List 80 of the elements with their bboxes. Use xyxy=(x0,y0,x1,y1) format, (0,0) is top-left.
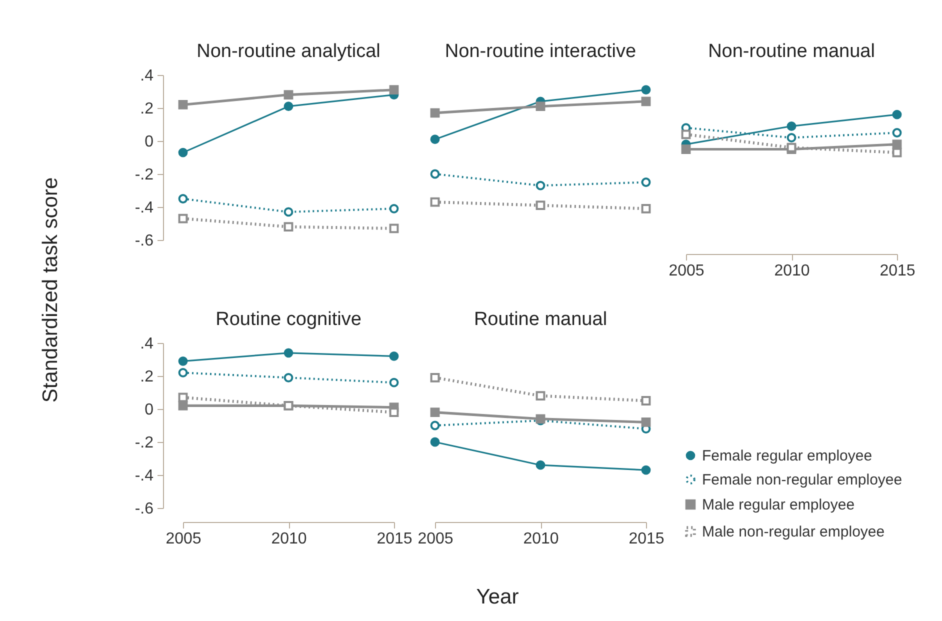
point xyxy=(284,207,294,217)
x-tick-label: 2015 xyxy=(376,530,412,548)
point xyxy=(681,130,691,140)
legend-label: Female non-regular employee xyxy=(702,472,902,488)
point xyxy=(389,408,399,418)
point xyxy=(430,372,440,382)
point xyxy=(536,180,546,190)
point xyxy=(641,204,651,214)
point xyxy=(641,85,651,95)
point xyxy=(389,378,399,388)
x-tick-label: 2015 xyxy=(628,530,664,548)
legend-label: Male non-regular employee xyxy=(702,524,885,540)
x-tick-label: 2010 xyxy=(523,530,559,548)
point xyxy=(681,144,691,154)
x-tick-label: 2010 xyxy=(774,262,810,280)
point xyxy=(178,368,188,378)
y-axis-title: Standardized task score xyxy=(39,177,63,403)
point xyxy=(178,400,188,410)
point xyxy=(284,222,294,232)
y-tick-label: -.4 xyxy=(134,468,154,484)
point xyxy=(786,133,796,142)
chart-title: Non-routine analytical xyxy=(196,41,380,62)
legend-label: Female regular employee xyxy=(702,448,872,464)
point xyxy=(430,169,440,179)
y-tick-label: .2 xyxy=(140,100,154,118)
y-tick-label: -.4 xyxy=(134,200,154,216)
point xyxy=(641,178,651,187)
point xyxy=(178,392,188,402)
point xyxy=(430,420,440,430)
x-tick-label: 2005 xyxy=(166,530,202,548)
point xyxy=(641,417,651,427)
y-tick-label: 0 xyxy=(144,134,154,150)
point xyxy=(430,134,440,144)
point xyxy=(641,96,651,106)
y-tick-label: .2 xyxy=(140,368,154,386)
point xyxy=(536,460,546,470)
chart-title: Routine manual xyxy=(474,309,608,330)
point xyxy=(284,90,294,100)
x-axis-title: Year xyxy=(476,586,519,608)
y-tick-label: .4 xyxy=(140,336,154,352)
point xyxy=(892,110,902,120)
point xyxy=(430,108,440,118)
point xyxy=(892,128,902,138)
point xyxy=(178,356,188,366)
point xyxy=(178,214,188,224)
point xyxy=(178,194,188,204)
point xyxy=(641,465,651,475)
x-tick-label: 2010 xyxy=(271,530,307,548)
y-tick-label: -.2 xyxy=(134,166,154,184)
legend-label: Male regular employee xyxy=(702,496,855,514)
point xyxy=(178,100,188,110)
point xyxy=(536,391,546,401)
x-tick-label: 2005 xyxy=(668,262,704,280)
point xyxy=(892,140,902,150)
y-tick-label: -.6 xyxy=(134,500,154,518)
point xyxy=(536,200,546,210)
point xyxy=(430,197,440,207)
point xyxy=(536,102,546,112)
point xyxy=(430,437,440,447)
point xyxy=(430,408,440,418)
chart-title: Routine cognitive xyxy=(216,309,362,330)
chart-title: Non-routine interactive xyxy=(444,41,636,62)
point xyxy=(641,396,651,406)
y-tick-label: 0 xyxy=(144,402,154,418)
chart-title: Non-routine manual xyxy=(708,41,875,62)
point xyxy=(284,372,294,382)
point xyxy=(389,204,399,214)
point xyxy=(786,121,796,131)
x-tick-label: 2005 xyxy=(418,530,454,548)
x-tick-label: 2015 xyxy=(880,262,916,280)
point xyxy=(892,148,902,158)
point xyxy=(389,85,399,95)
point xyxy=(389,352,399,361)
y-tick-label: .4 xyxy=(140,68,154,84)
point xyxy=(178,148,188,158)
y-tick-label: -.2 xyxy=(134,434,154,452)
point xyxy=(389,224,399,234)
y-tick-label: -.6 xyxy=(134,232,154,250)
point xyxy=(284,348,294,358)
point xyxy=(284,102,294,112)
